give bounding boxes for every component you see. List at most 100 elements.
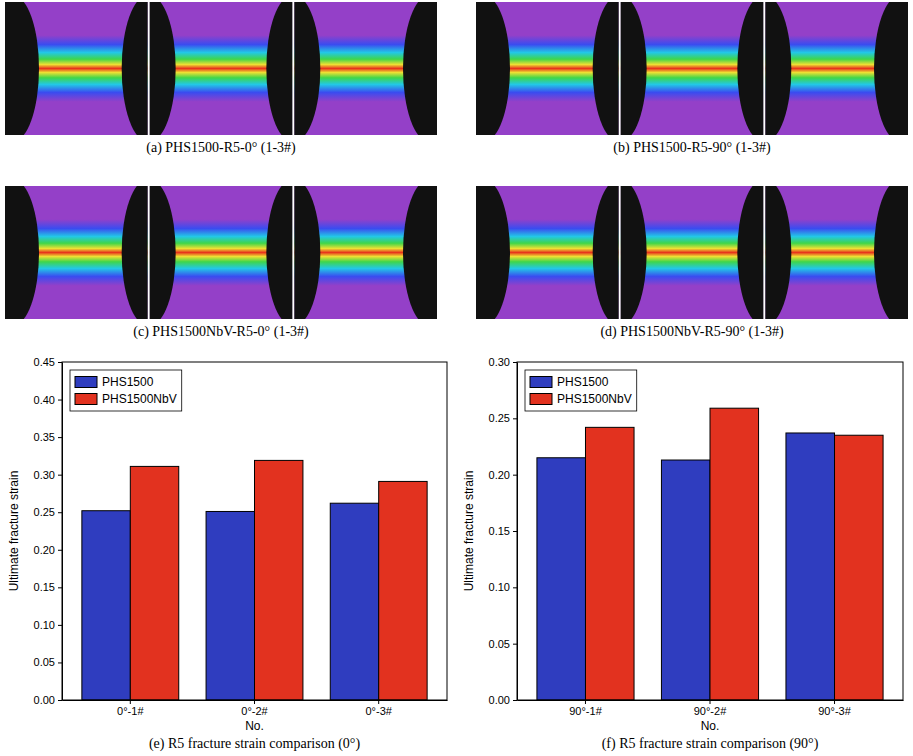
dic-image [294,2,437,135]
axis-title: Ultimate fracture strain [7,471,21,592]
tick-label: 0.00 [489,694,510,706]
tick: 90°-3# [818,700,851,717]
bar [379,481,427,700]
image-panel [458,0,913,142]
tick-label: 90°-2# [694,705,727,717]
notch [5,2,39,135]
tick-label: 0.30 [489,356,510,368]
notch [593,2,619,135]
tick-label: 0.45 [34,356,55,368]
tick: 0.25 [34,506,62,518]
tick-mark [513,418,517,419]
chart-title: (e) R5 fracture strain comparison (0°) [149,736,361,752]
notch [403,186,437,319]
axis-title: No. [701,719,720,733]
tick: 90°-1# [569,700,602,717]
figure: (a) PHS1500-R5-0° (1-3#) (b) PHS1500-R5-9… [0,0,913,756]
notch [294,186,320,319]
notch [765,2,791,135]
legend-item: PHS1500NbV [75,392,177,406]
x-axis: 0°-1#0°-2#0°-3# [63,700,448,717]
dic-image [621,2,764,135]
dic-image [476,2,619,135]
tick-mark [513,700,517,701]
bar [835,435,884,700]
bar-chart: 0.000.050.100.150.200.250.3090°-1#90°-2#… [462,356,904,752]
legend-label: PHS1500 [102,375,154,389]
axis-line [517,363,518,701]
tick: 0°-3# [365,700,392,717]
tick-mark [58,437,62,438]
notch [403,2,437,135]
tick-mark [513,587,517,588]
tick-mark [58,475,62,476]
notch [294,2,320,135]
tick-mark [130,700,131,704]
legend-swatch [75,377,97,388]
panel-caption: (c) PHS1500NbV-R5-0° (1-3#) [133,324,309,340]
legend-item: PHS1500 [75,375,154,389]
bar [710,408,759,700]
axis-title: No. [245,719,264,733]
chart-title: (f) R5 fracture strain comparison (90°) [602,736,819,752]
tick-label: 0.30 [34,469,55,481]
dic-image [5,186,148,319]
notch [765,186,791,319]
tick-label: 0°-3# [365,705,392,717]
tick-label: 0°-1# [117,705,144,717]
tick-label: 0.15 [34,581,55,593]
image-panel [0,179,455,325]
notch [874,186,908,319]
bar [206,511,254,700]
tick-mark [585,700,586,704]
tick-label: 90°-1# [569,705,602,717]
tick: 0.30 [34,469,62,481]
tick: 0.20 [34,544,62,556]
bar [255,460,303,700]
legend-box [70,370,182,411]
notch [150,2,176,135]
tick-mark [834,700,835,704]
tick-label: 0.20 [34,544,55,556]
tick-mark [58,587,62,588]
x-axis: 90°-1# 90°-2# 90°-3# [518,700,904,717]
tick-mark [254,700,255,704]
panel-caption: (a) PHS1500-R5-0° (1-3#) [146,140,296,156]
notch [5,186,39,319]
tick-mark [513,531,517,532]
bar-chart: 0.000.050.100.150.200.250.300.350.400.45… [7,356,448,752]
tick-label: 0.15 [489,525,510,537]
dic-image [621,186,764,319]
tick-label: 0.40 [34,394,55,406]
tick-label: 90°-3# [818,705,851,717]
tick: 0.05 [489,638,517,650]
notch [737,2,763,135]
tick-label: 0.25 [34,506,55,518]
tick-label: 0.25 [489,412,510,424]
image-panel [0,0,455,142]
image-panel [458,179,913,325]
dic-image [5,2,148,135]
tick-mark [513,475,517,476]
bar [585,427,634,700]
tick-mark [378,700,379,704]
plot-frame [517,362,903,700]
dic-image [765,186,908,319]
legend-item: PHS1500 [530,375,609,389]
tick-mark [58,512,62,513]
axis-title: Ultimate fracture strain [462,471,476,592]
tick-mark [58,362,62,363]
tick-label: 0.35 [34,431,55,443]
tick-mark [513,362,517,363]
tick-mark [58,662,62,663]
tick: 0.35 [34,431,62,443]
legend-swatch [75,394,97,405]
tick: 0.25 [489,412,517,424]
tick-mark [710,700,711,704]
panel-caption: (b) PHS1500-R5-90° (1-3#) [613,140,771,156]
bar [130,466,178,700]
tick: 0.00 [34,694,62,706]
legend-label: PHS1500NbV [557,392,632,406]
bars [537,408,883,700]
tick: 0.45 [34,356,62,368]
